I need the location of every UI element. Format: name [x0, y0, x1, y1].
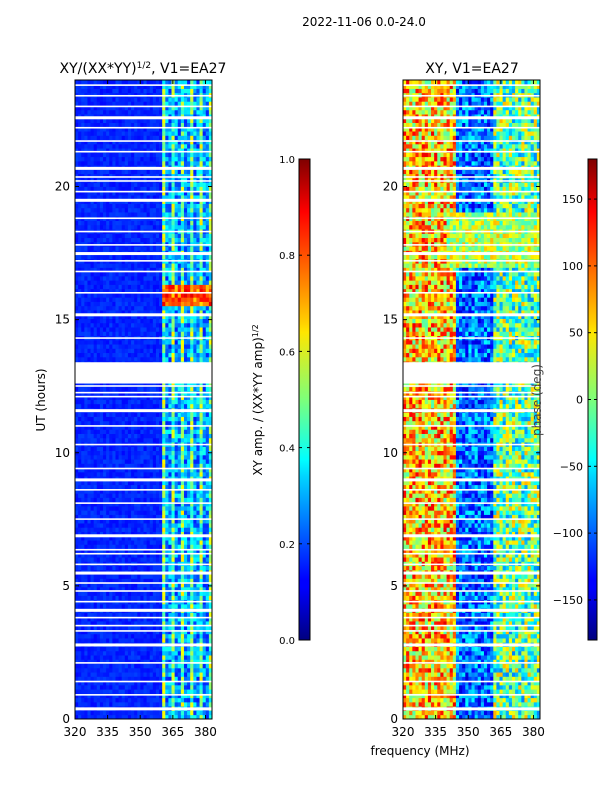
x-tick-label: 380 [194, 725, 217, 739]
colorbar-tick-label: 0.6 [279, 347, 295, 358]
phase-x-ticks: 320 335 350 365 380 [392, 80, 545, 739]
amplitude-axes-frame [74, 79, 213, 720]
phase-y-ticks: 0 5 10 15 20 [383, 180, 540, 726]
phase-panel: XY, V1=EA27 320 335 350 365 380 0 5 10 15 20 [383, 61, 545, 739]
y-tick-label: 5 [62, 579, 70, 593]
figure-title: 2022-11-06 0.0-24.0 [302, 15, 426, 29]
x-tick-label: 365 [161, 725, 184, 739]
colorbar-tick-label: 100 [562, 260, 583, 273]
phase-gap-lines [403, 84, 540, 711]
amplitude-panel: XY/(XX*YY)1/2, V1=EA27 320 335 350 365 380 0… [34, 61, 226, 739]
amplitude-x-ticks: 320 335 350 365 380 [64, 80, 217, 739]
phase-colorbar-label: phase (deg) [530, 364, 544, 436]
phase-heatmap [403, 80, 541, 720]
colorbar-tick-label: −150 [553, 594, 583, 607]
y-tick-label: 20 [55, 180, 70, 194]
phase-axes-frame [402, 79, 541, 720]
phase-title: XY, V1=EA27 [425, 61, 519, 77]
phase-colorbar: −150 −100 −50 0 50 100 150 phase (deg) [530, 158, 598, 641]
x-tick-label: 350 [457, 725, 480, 739]
x-tick-label: 365 [489, 725, 512, 739]
colorbar-tick-label: 0.2 [279, 540, 295, 551]
colorbar-tick-label: −100 [553, 527, 583, 540]
amplitude-ylabel: UT (hours) [34, 368, 48, 431]
amplitude-colorbar-ticks: 0.0 0.2 0.4 0.6 0.8 1.0 [279, 155, 310, 647]
amplitude-heatmap [75, 80, 213, 720]
amplitude-title: XY/(XX*YY)1/2, V1=EA27 [60, 61, 227, 77]
amplitude-y-ticks: 0 5 10 15 20 [55, 180, 212, 726]
y-tick-label: 15 [55, 313, 70, 327]
amplitude-colorbar-gradient [298, 158, 311, 641]
y-tick-label: 15 [383, 313, 398, 327]
y-tick-label: 20 [383, 180, 398, 194]
x-tick-label: 335 [96, 725, 119, 739]
phase-colorbar-ticks: −150 −100 −50 0 50 100 150 [553, 193, 597, 607]
colorbar-tick-label: −50 [560, 460, 583, 473]
x-tick-label: 335 [424, 725, 447, 739]
amplitude-colorbar-label: XY amp. / (XX*YY amp)1/2 [251, 324, 266, 475]
colorbar-tick-label: 0.8 [279, 251, 295, 262]
shared-xlabel: frequency (MHz) [370, 744, 469, 758]
colorbar-tick-label: 0.0 [279, 636, 295, 647]
x-tick-label: 320 [64, 725, 87, 739]
colorbar-tick-label: 0 [576, 394, 583, 407]
y-tick-label: 10 [383, 446, 398, 460]
x-tick-label: 320 [392, 725, 415, 739]
y-tick-label: 0 [390, 712, 398, 726]
y-tick-label: 0 [62, 712, 70, 726]
y-tick-label: 10 [55, 446, 70, 460]
amplitude-gap-lines [75, 84, 212, 711]
colorbar-tick-label: 1.0 [279, 155, 295, 166]
amplitude-colorbar: 0.0 0.2 0.4 0.6 0.8 1.0 XY amp. / (XX*YY amp)… [251, 155, 311, 647]
colorbar-tick-label: 50 [569, 327, 583, 340]
x-tick-label: 380 [522, 725, 545, 739]
colorbar-tick-label: 0.4 [279, 444, 295, 455]
colorbar-tick-label: 150 [562, 193, 583, 206]
y-tick-label: 5 [390, 579, 398, 593]
x-tick-label: 350 [129, 725, 152, 739]
